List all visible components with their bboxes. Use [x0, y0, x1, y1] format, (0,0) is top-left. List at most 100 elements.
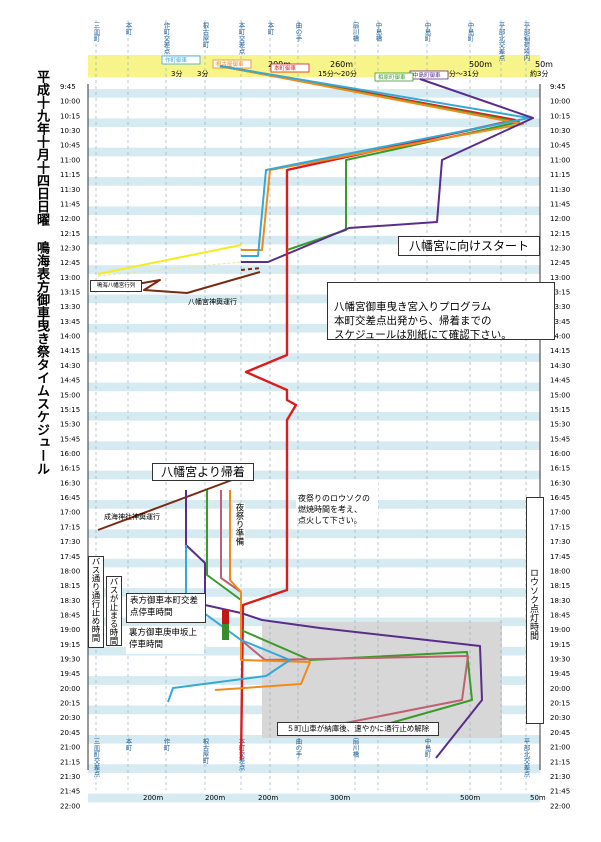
bus-stop-box: バス通り通行止め時間: [88, 556, 104, 648]
time-label-left: 11:45: [60, 200, 80, 208]
time-stripe: [88, 89, 540, 98]
time-label-right: 16:45: [550, 494, 570, 502]
time-label-right: 20:15: [550, 700, 570, 708]
time-label-left: 18:45: [60, 611, 80, 619]
time-label-right: 12:00: [550, 215, 570, 223]
time-label-right: 15:30: [550, 421, 570, 429]
station-label-bottom: 曲の手: [294, 737, 302, 759]
dashed-brown: [240, 267, 262, 271]
distance-top: 50m: [535, 60, 553, 69]
time-label-left: 14:00: [60, 333, 80, 341]
start-callout: 八幡宮に向けスタート: [398, 236, 540, 256]
bottom-note-box: ５町山車が納庫後、速やかに通行止め解除: [277, 722, 439, 736]
time-label-right: 15:15: [550, 406, 570, 414]
program-text: 八幡宮御車曳き宮入りプログラム 本町交差点出発から、帰着までの スケジュールは別…: [334, 301, 512, 341]
station-label-top: 平部北交差点: [497, 22, 505, 63]
time-label-left: 20:45: [60, 729, 80, 737]
route-purple-evening: [185, 490, 483, 759]
time-label-right: 21:45: [550, 788, 570, 796]
time-label-right: 13:15: [550, 289, 570, 297]
kumi-tag: [161, 55, 201, 65]
time-label-right: 16:15: [550, 465, 570, 473]
distance-bottom: 200m: [258, 794, 278, 802]
time-label-right: 20:30: [550, 714, 570, 722]
time-label-right: 12:30: [550, 244, 570, 252]
shinyo2-label: 成海神社神輿運行: [104, 513, 160, 521]
distance-bottom: 200m: [205, 794, 225, 802]
time-label-right: 15:45: [550, 435, 570, 443]
time-label-left: 21:00: [60, 744, 80, 752]
station-label-top: 本町: [266, 21, 274, 36]
time-label-left: 10:45: [60, 142, 80, 150]
time-label-left: 19:15: [60, 641, 80, 649]
return-text: 八幡宮より帰着: [161, 465, 245, 479]
time-label-right: 19:00: [550, 626, 570, 634]
station-label-top: 本町: [124, 21, 132, 36]
kumi-tag: [270, 63, 310, 73]
time-label-left: 17:30: [60, 538, 80, 546]
time-label-left: 15:00: [60, 391, 80, 399]
time-stripe: [88, 793, 540, 803]
time-label-right: 16:00: [550, 450, 570, 458]
time-label-right: 12:15: [550, 230, 570, 238]
time-stripe: [88, 617, 540, 627]
time-stripe: [88, 265, 540, 274]
time-label-right: 14:30: [550, 362, 570, 370]
station-label-bottom: 作町: [162, 737, 170, 752]
route-green-evening: [206, 490, 473, 727]
time-label-right: 21:30: [550, 773, 570, 781]
time-label-right: 17:15: [550, 523, 570, 531]
station-label-bottom: 中島町: [423, 737, 431, 758]
distance-bottom: 200m: [143, 794, 163, 802]
time-label-left: 11:00: [60, 156, 80, 164]
route-yellow-dash: [97, 261, 242, 277]
shinyo-route1: [136, 271, 261, 294]
time-stripe: [88, 206, 540, 216]
bus-stop-text: バス通り通行止め時間: [90, 557, 100, 642]
time-label-left: 16:15: [60, 465, 80, 473]
time-label-left: 13:45: [60, 318, 80, 326]
time-label-left: 11:15: [60, 171, 80, 179]
duration-label: 25分〜31分: [440, 69, 479, 78]
stop1-callout: 表方御車本町交差点停車時間: [126, 593, 206, 623]
time-label-right: 19:15: [550, 641, 570, 649]
stop-marker-green: [222, 624, 229, 640]
duration-label: 3分: [171, 69, 182, 78]
time-label-left: 17:15: [60, 523, 80, 531]
distance-bottom: 500m: [460, 794, 480, 802]
time-label-left: 14:15: [60, 347, 80, 355]
time-stripe: [88, 734, 540, 744]
time-label-right: 11:00: [550, 156, 570, 164]
time-label-right: 13:30: [550, 303, 570, 311]
time-label-left: 18:30: [60, 597, 80, 605]
distance-top: 260m: [330, 60, 353, 69]
time-label-left: 21:30: [60, 773, 80, 781]
time-label-right: 10:00: [550, 98, 570, 106]
time-label-left: 15:45: [60, 435, 80, 443]
time-label-right: 11:45: [550, 200, 570, 208]
time-label-left: 20:00: [60, 685, 80, 693]
stop1-text: 表方御車本町交差点停車時間: [130, 596, 199, 618]
bottom-note-text: ５町山車が納庫後、速やかに通行止め解除: [286, 724, 430, 733]
night-prep-text: 夜祭り準備: [234, 503, 244, 546]
time-label-right: 14:45: [550, 377, 570, 385]
program-callout: 八幡宮御車曳き宮入りプログラム 本町交差点出発から、帰着までの スケジュールは別…: [327, 282, 555, 341]
route-pink-evening: [220, 490, 469, 727]
time-label-right: 9:45: [550, 83, 566, 91]
time-label-left: 21:45: [60, 788, 80, 796]
time-label-right: 17:30: [550, 538, 570, 546]
candle-time-box: ロウソク点灯時間: [526, 497, 544, 724]
station-label-top: 平部稲荷境内: [522, 22, 530, 63]
time-label-right: 21:00: [550, 744, 570, 752]
station-label-bottom: 根古屋町: [201, 737, 209, 765]
time-label-left: 12:30: [60, 244, 80, 252]
time-stripe: [88, 353, 540, 362]
station-label-top: 中島町: [466, 21, 474, 42]
distance-bottom: 50m: [530, 794, 546, 802]
time-label-left: 11:30: [60, 186, 80, 194]
dashed-label-text: 鳴海八幡宮行列: [96, 283, 136, 289]
page-title: 平成十九年十月十四日日曜 鳴海表方御車曳き祭タイムスケジュール: [34, 70, 49, 475]
time-label-right: 13:45: [550, 318, 570, 326]
